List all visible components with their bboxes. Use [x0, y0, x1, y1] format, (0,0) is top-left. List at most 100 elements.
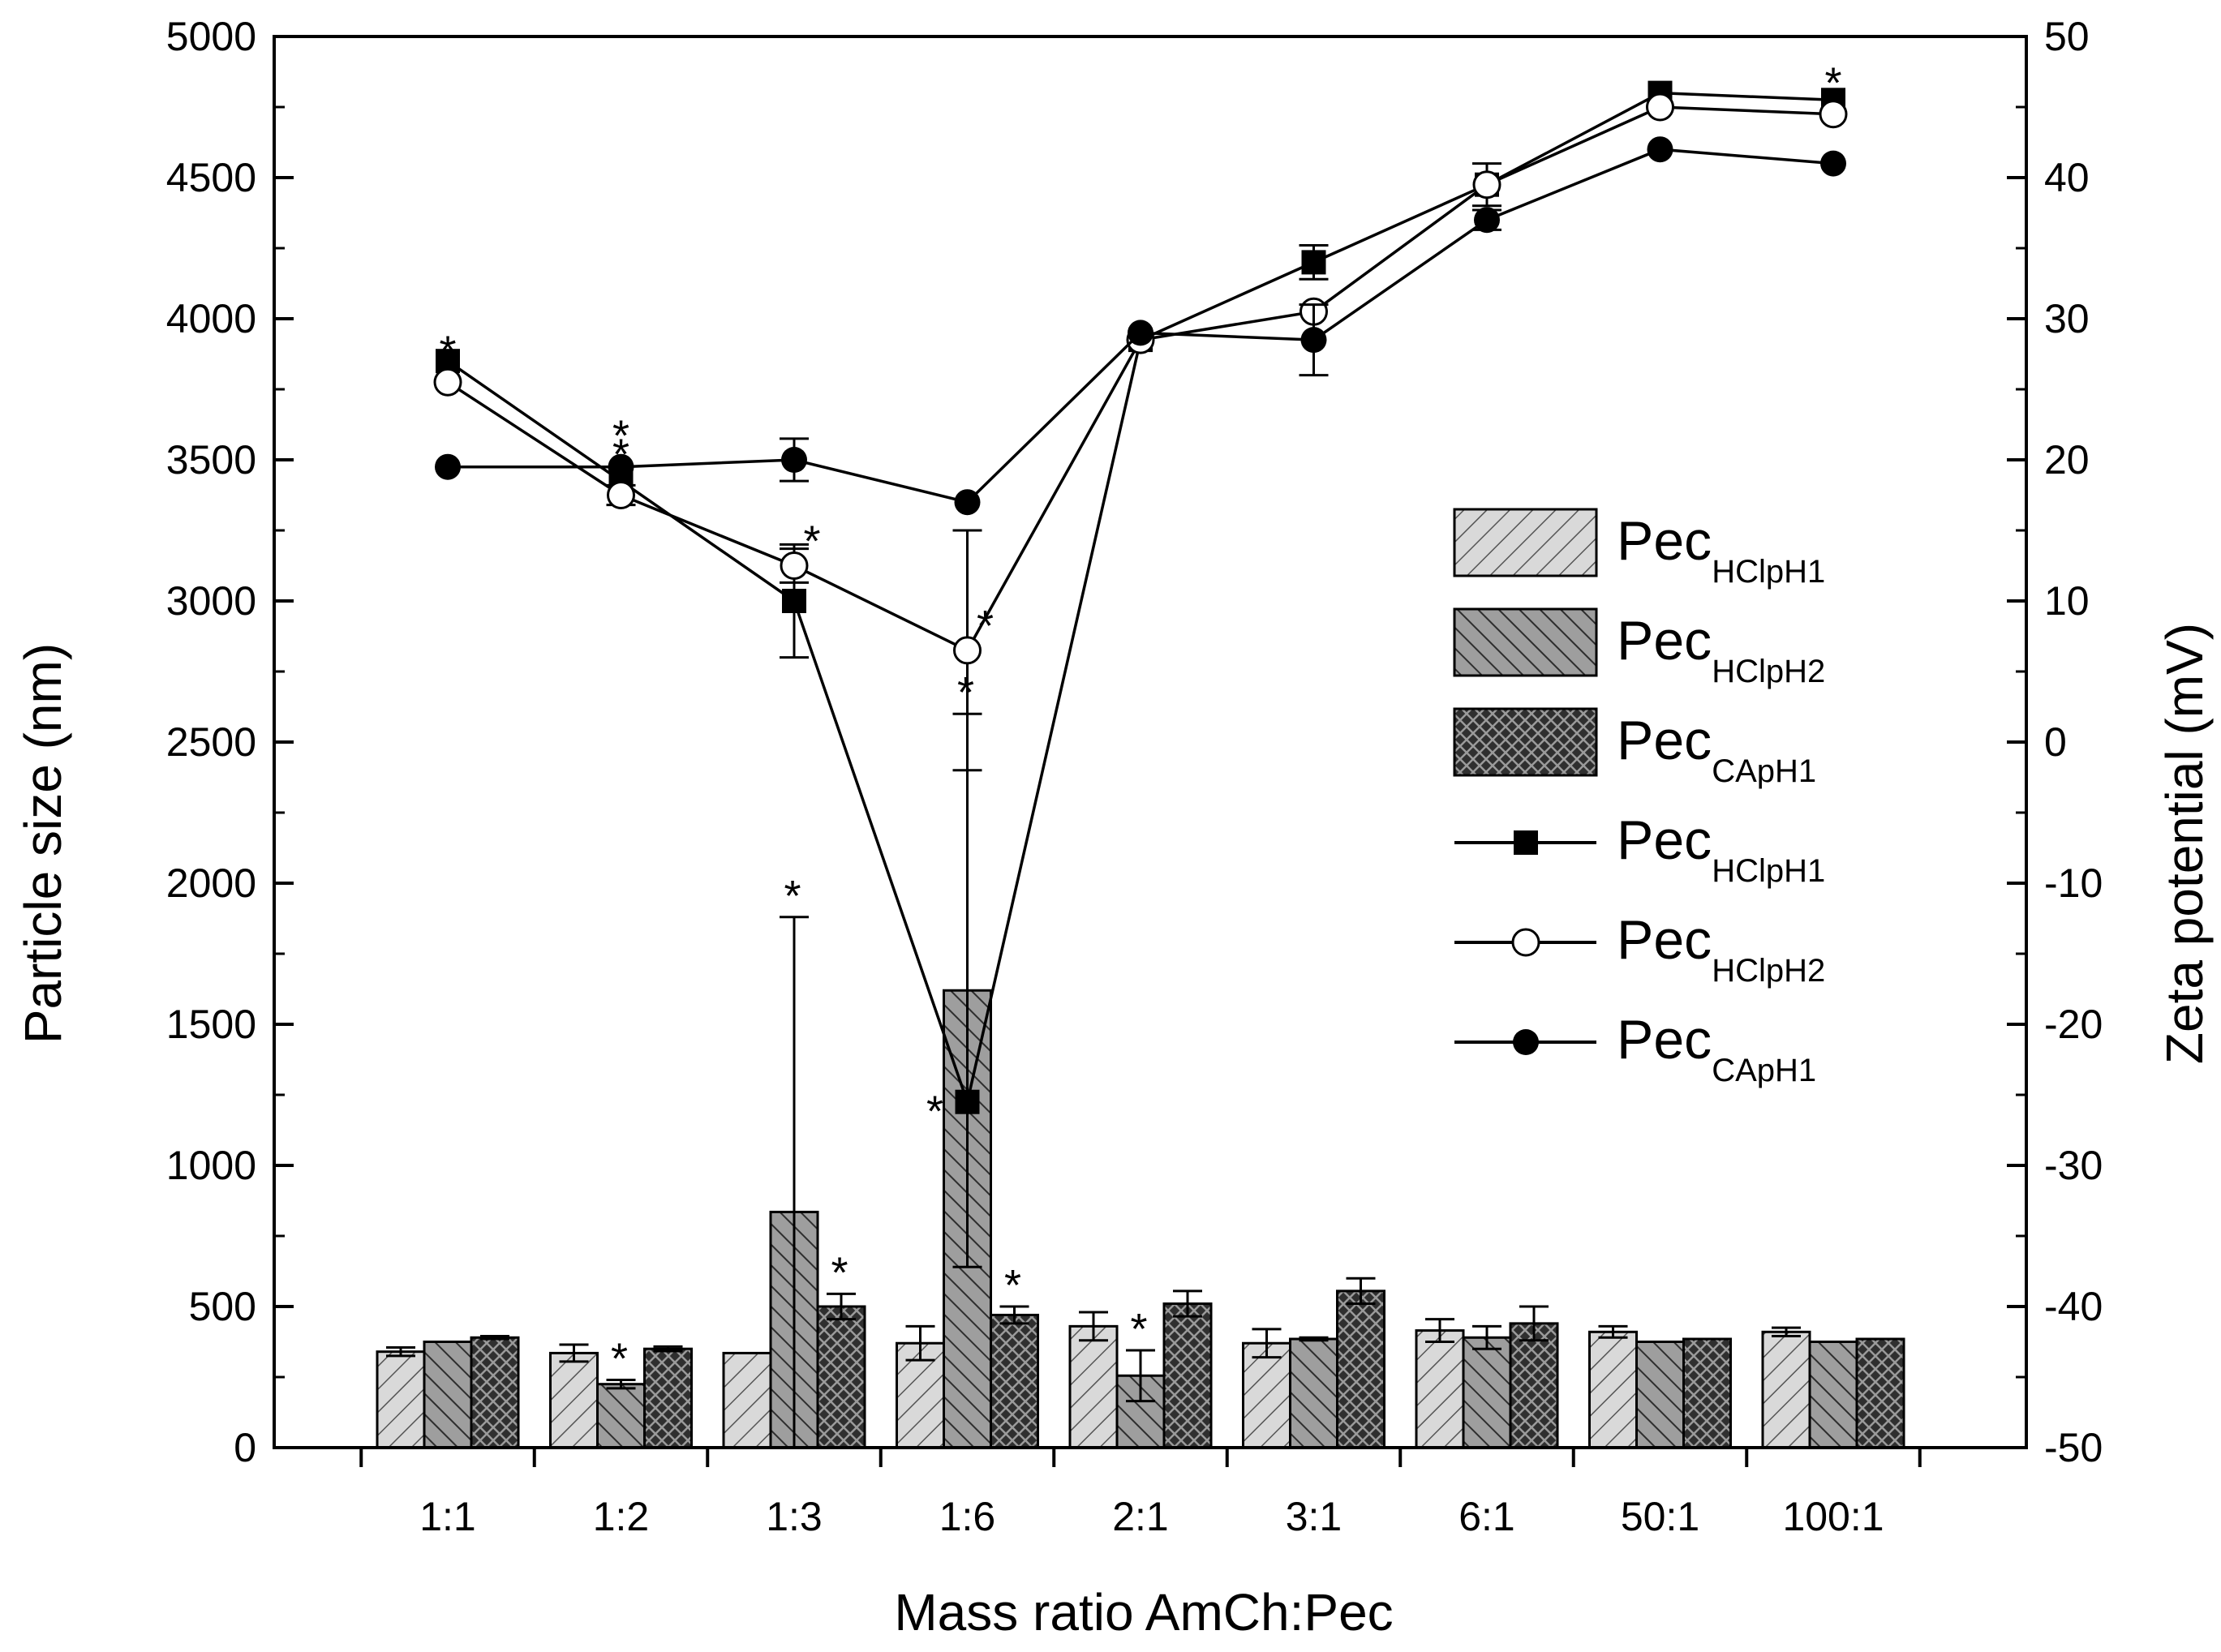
legend-swatch-bar-CApH1: [1453, 707, 1598, 777]
bar-star-HClpH2-2:1: *: [1130, 1305, 1147, 1354]
bar-errorbar-HClpH1-6:1: [1425, 1318, 1454, 1343]
bar-series-HClpH1: [376, 1311, 1811, 1449]
line-star-HClpH2-1:1: *: [439, 327, 456, 375]
legend-marker-HClpH2: [1511, 928, 1540, 957]
y-tick-label: 2000: [166, 860, 256, 906]
bar-errorbar-HClpH1-1:1: [386, 1345, 415, 1358]
bar-errorbar-CApH1-1:2: [653, 1345, 683, 1353]
bar-errorbar-CApH1-3:1: [1346, 1277, 1376, 1306]
point-CApH1-2:1: [1128, 320, 1153, 346]
bar-CApH1-6:1: [1509, 1322, 1559, 1449]
bar-series-HClpH2: * * * *: [423, 668, 1858, 1449]
legend-label-line-HClpH1: PecHClpH1: [1617, 809, 1825, 889]
point-CApH1-1:6: [954, 489, 981, 516]
bar-star-HClpH2-1:3: *: [784, 872, 801, 920]
bar-star-CApH1-1:6: *: [1004, 1261, 1021, 1310]
axes-layer: 0500100015002000250030003500400045005000…: [166, 14, 2103, 1539]
x-tick-label: 1:2: [593, 1494, 650, 1539]
bar-HClpH2-6:1: [1462, 1336, 1512, 1449]
bar-CApH1-50:1: [1682, 1337, 1732, 1449]
bar-HClpH1-1:2: [549, 1351, 599, 1449]
y-tick-label: 1000: [166, 1143, 256, 1188]
bar-HClpH2-50:1: [1635, 1341, 1685, 1449]
bar-errorbar-HClpH1-3:1: [1252, 1328, 1282, 1359]
bar-errorbar-HClpH1-100:1: [1772, 1326, 1801, 1338]
y-tick-label: 3500: [166, 437, 256, 483]
legend-label-line-CApH1: PecCApH1: [1617, 1009, 1816, 1088]
y2-tick-label: -50: [2044, 1425, 2103, 1470]
y-tick-label: 2500: [166, 719, 256, 765]
bar-HClpH1-100:1: [1761, 1330, 1811, 1449]
bar-CApH1-2:1: [1162, 1302, 1213, 1449]
x-tick-label: 1:1: [419, 1494, 476, 1539]
bar-star-HClpH2-1:6: *: [957, 668, 974, 717]
legend-swatch-bar-HClpH1: [1453, 508, 1598, 577]
bar-star-CApH1-1:3: *: [831, 1248, 848, 1297]
bar-HClpH2-3:1: [1289, 1337, 1338, 1449]
bar-errorbar-HClpH1-50:1: [1598, 1324, 1628, 1339]
legend-swatch-bar-HClpH2: [1453, 607, 1598, 677]
point-CApH1-3:1: [1300, 327, 1327, 354]
legend-marker-CApH1: [1513, 1029, 1539, 1055]
y-tick-label: 1500: [166, 1002, 256, 1047]
point-HClpH2-1:6: [953, 636, 982, 665]
y-tick-label: 500: [189, 1284, 256, 1329]
bar-errorbar-HClpH1-1:6: [905, 1324, 935, 1362]
point-CApH1-1:2: [608, 453, 634, 480]
y2-tick-label: -10: [2044, 860, 2103, 906]
bar-HClpH1-1:3: [722, 1351, 772, 1449]
y2-tick-label: 30: [2044, 296, 2090, 341]
bar-errorbar-HClpH1-2:1: [1079, 1311, 1108, 1342]
x-tick-label: 1:6: [939, 1494, 996, 1539]
x-axis-title: Mass ratio AmCh:Pec: [894, 1583, 1393, 1641]
point-CApH1-6:1: [1474, 207, 1500, 234]
y-tick-label: 3000: [166, 578, 256, 624]
point-HClpH1-3:1: [1301, 250, 1326, 275]
x-tick-label: 3:1: [1286, 1494, 1342, 1539]
y-tick-label: 4500: [166, 155, 256, 200]
y2-axis-title: Zeta potential (mV): [2155, 623, 2214, 1064]
line-star-HClpH1-1:6: *: [926, 1088, 943, 1136]
point-HClpH2-1:2: [607, 481, 635, 509]
point-HClpH2-1:3: [780, 551, 809, 580]
bar-errorbar-HClpH2-2:1: [1126, 1349, 1155, 1403]
legend-label-line-HClpH2: PecHClpH2: [1617, 909, 1825, 989]
y-tick-label: 0: [234, 1425, 256, 1470]
bar-CApH1-1:3: [816, 1305, 866, 1449]
bar-errorbar-CApH1-1:6: [999, 1305, 1029, 1325]
bar-errorbar-HClpH2-3:1: [1299, 1336, 1329, 1342]
bar-CApH1-1:6: [990, 1313, 1039, 1449]
point-HClpH1-1:6: [955, 1089, 980, 1114]
bars-layer: ***** *: [376, 668, 1905, 1449]
line-series-CApH1: *: [435, 136, 1846, 516]
legend-label-bar-HClpH1: PecHClpH1: [1617, 510, 1825, 590]
point-HClpH2-50:1: [1646, 92, 1674, 122]
point-HClpH2-100:1: [1819, 100, 1848, 129]
y2-tick-label: -30: [2044, 1143, 2103, 1188]
bar-HClpH1-50:1: [1588, 1330, 1638, 1449]
bar-CApH1-3:1: [1336, 1289, 1385, 1449]
bar-errorbar-CApH1-1:3: [827, 1292, 856, 1321]
y-axis-title: Particle size (nm): [14, 643, 72, 1044]
bar-star-HClpH2-1:2: *: [611, 1334, 628, 1383]
y2-tick-label: 10: [2044, 578, 2090, 624]
y2-tick-label: 20: [2044, 437, 2090, 483]
bar-CApH1-100:1: [1855, 1337, 1905, 1449]
bar-HClpH2-100:1: [1808, 1341, 1858, 1449]
bar-HClpH1-6:1: [1415, 1329, 1465, 1449]
bar-series-CApH1: * *: [470, 1248, 1905, 1449]
bar-errorbar-HClpH1-1:2: [559, 1343, 589, 1363]
x-tick-label: 2:1: [1112, 1494, 1169, 1539]
lines-layer: *******: [433, 59, 1848, 1136]
bar-errorbar-HClpH2-6:1: [1472, 1324, 1501, 1350]
legend-label-bar-CApH1: PecCApH1: [1617, 710, 1816, 789]
line-star-HClpH2-1:3: *: [803, 517, 820, 566]
bar-errorbar-CApH1-6:1: [1519, 1305, 1549, 1342]
legend-label-bar-HClpH2: PecHClpH2: [1617, 610, 1825, 689]
bar-HClpH2-1:2: [596, 1383, 646, 1449]
y2-tick-label: -20: [2044, 1002, 2103, 1047]
x-tick-label: 100:1: [1782, 1494, 1884, 1539]
y-tick-label: 4000: [166, 296, 256, 341]
x-tick-label: 1:3: [766, 1494, 823, 1539]
